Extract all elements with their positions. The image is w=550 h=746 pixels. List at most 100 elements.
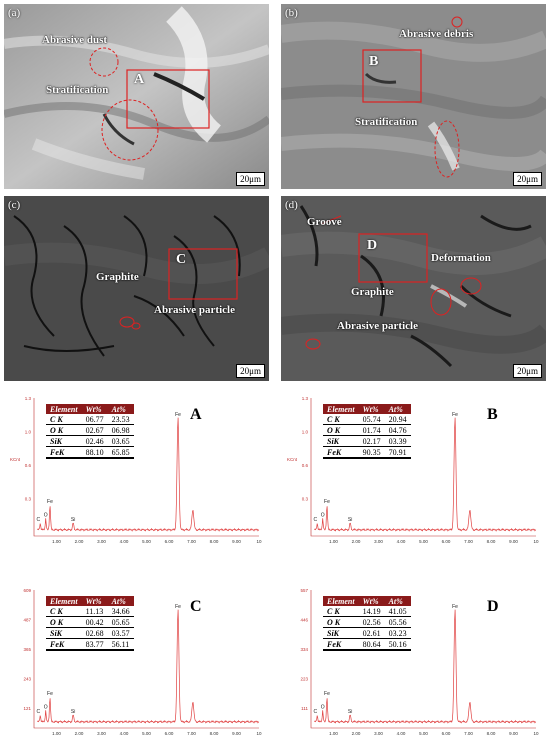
y-tick-label: 111 [301,706,308,711]
y-tick-label: 0.3 [25,496,32,501]
y-tick-label: 0.3 [302,496,309,501]
x-tick-label: 1.00 [52,731,61,736]
x-tick-label: 6.00 [165,731,174,736]
x-tick-label: 3.00 [374,731,383,736]
table-row: SiK 02.61 03.23 [323,627,411,639]
eds-spectrum-c: 1.00 2.00 3.00 4.00 5.00 6.00 7.00 8.00 9.00 10 60… [4,580,269,740]
table-row: C K 11.13 34.66 [46,606,134,617]
sem-image-d [281,196,546,381]
x-tick-label: 10 [256,539,262,544]
axis-lines [310,398,536,537]
y-tick-label: 1.0 [302,429,309,434]
eds-chart-c: 1.00 2.00 3.00 4.00 5.00 6.00 7.00 8.00 9.00 10 60… [23,588,262,736]
x-tick-label: 9.00 [232,539,241,544]
spectrum-line [37,609,260,724]
spectrum-line [314,417,537,532]
x-tick-label: 2.00 [352,731,361,736]
header-element: Element [46,404,82,414]
composition-table-b: Element Wt% At% C K 05.74 20.94 O K 01.74 04.7… [323,404,411,459]
axis-lines [310,590,536,729]
scale-bar: 20μm [236,364,265,378]
sem-panel-c: (c) Graphite Abrasive particle C 20μm [4,196,269,381]
table-row: C K 14.19 41.05 [323,606,411,617]
axis-lines [33,590,259,729]
y-tick-label: 334 [300,647,308,652]
peak-label: O [44,705,48,711]
spectrum-title: C [190,598,202,615]
annotation-graphite: Graphite [96,271,139,283]
x-tick-label: 5.00 [419,539,428,544]
annotation-abrasive-dust: Abrasive dust [42,34,108,46]
region-letter: B [369,54,379,69]
y-tick-label: 1.0 [25,429,32,434]
table-row: O K 02.67 06.98 [46,424,134,436]
header-at: At% [107,596,134,606]
x-tick-label: 7.00 [187,731,196,736]
y-axis-label: KCnt [287,457,298,462]
peak-label: C [36,709,40,715]
region-letter: A [134,72,145,87]
scale-bar: 20μm [513,172,542,186]
scale-bar: 20μm [236,172,265,186]
spectrum-line [314,609,537,724]
spectrum-title: B [487,406,498,423]
peak-label: Fe [324,691,330,697]
peak-label: C [313,517,317,523]
peak-label: Fe [175,604,181,610]
x-tick-label: 4.00 [397,539,406,544]
peak-label: O [321,513,325,519]
annotation-abrasive-debris: Abrasive debris [399,28,474,40]
axis-lines [33,398,259,537]
peak-label: C [313,709,317,715]
eds-chart-d: 1.00 2.00 3.00 4.00 5.00 6.00 7.00 8.00 9.00 10 55… [300,588,539,736]
sem-panel-b: (b) Abrasive debris Stratification B 20μ… [281,4,546,189]
peak-label: Fe [452,604,458,610]
table-row: O K 02.56 05.56 [323,616,411,628]
table-row: FeK 90.35 70.91 [323,446,411,459]
annotation-stratification: Stratification [355,116,418,128]
y-tick-label: 1.3 [25,396,32,401]
x-tick-label: 5.00 [142,539,151,544]
spectrum-title: D [487,598,499,615]
sem-image-a [4,4,269,189]
eds-chart-a: 1.00 2.00 3.00 4.00 5.00 6.00 7.00 8.00 9.00 10 1.… [10,396,262,544]
y-tick-label: 487 [23,618,31,623]
peak-label: O [321,705,325,711]
composition-table-a: Element Wt% At% C K 06.77 23.53 O K 02.67 06.9… [46,404,134,459]
header-at: At% [384,596,411,606]
sem-panel-a: (a) Abrasive dust Stratification A 20μm [4,4,269,189]
x-tick-label: 1.00 [52,539,61,544]
x-tick-label: 8.00 [210,539,219,544]
peak-label: Si [348,517,352,523]
peak-label: O [44,513,48,519]
y-tick-label: 609 [23,588,31,593]
table-row: FeK 80.64 50.16 [323,638,411,651]
sem-image-c [4,196,269,381]
header-wt: Wt% [358,596,385,606]
sem-image-b [281,4,546,189]
x-tick-label: 8.00 [210,731,219,736]
peak-label: Si [71,517,75,523]
y-tick-label: 223 [300,677,308,682]
eds-spectrum-a: 1.00 2.00 3.00 4.00 5.00 6.00 7.00 8.00 9.00 10 1.… [4,388,269,548]
x-tick-label: 7.00 [464,539,473,544]
annotation-deformation: Deformation [431,252,491,264]
x-tick-label: 1.00 [329,731,338,736]
table-row: FeK 88.10 65.85 [46,446,134,459]
header-at: At% [384,404,411,414]
annotation-abrasive-particle: Abrasive particle [337,320,418,332]
header-wt: Wt% [81,596,108,606]
x-tick-label: 8.00 [487,539,496,544]
table-row: O K 01.74 04.76 [323,424,411,436]
spectrum-title: A [190,406,202,423]
composition-table-c: Element Wt% At% C K 11.13 34.66 O K 00.42 05.6… [46,596,134,651]
annotation-graphite: Graphite [351,286,394,298]
annotation-abrasive-particle: Abrasive particle [154,304,235,316]
y-tick-label: 557 [300,588,308,593]
panel-label: (d) [285,199,298,211]
y-tick-label: 365 [23,647,31,652]
x-tick-label: 3.00 [97,539,106,544]
panel-label: (c) [8,199,21,211]
x-tick-label: 6.00 [442,539,451,544]
x-tick-label: 6.00 [165,539,174,544]
